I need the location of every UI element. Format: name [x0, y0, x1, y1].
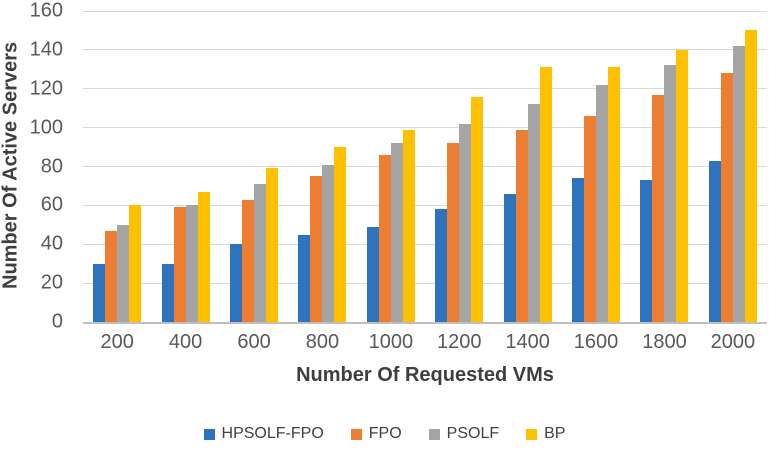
bar-bp-1600 [608, 67, 621, 322]
gridline [83, 243, 767, 245]
x-tick-label: 1400 [505, 331, 550, 353]
bar-fpo-800 [310, 176, 323, 322]
y-tick-label: 0 [51, 310, 63, 333]
y-axis-tick-labels: 160 140 120 100 80 60 40 20 0 [0, 0, 63, 333]
x-tick-label: 1600 [573, 331, 619, 353]
x-tick-label: 400 [168, 331, 203, 353]
bar-psolf-1200 [459, 123, 472, 322]
legend-label: PSOLF [446, 425, 500, 442]
bar-bp-1400 [539, 67, 552, 322]
bar-fpo-400 [173, 207, 186, 322]
legend-item-fpo: FPO [350, 425, 402, 443]
bar-psolf-600 [254, 184, 267, 322]
gridline [83, 282, 767, 284]
bar-fpo-200 [105, 230, 118, 322]
bar-psolf-800 [322, 164, 335, 322]
legend-swatch-icon [350, 428, 362, 440]
bar-group-2000 [699, 11, 767, 322]
gridline [83, 127, 767, 129]
y-tick-label: 140 [29, 38, 63, 61]
legend-label: BP [544, 425, 566, 442]
bar-bp-2000 [744, 30, 757, 322]
y-tick-label: 120 [29, 77, 63, 100]
bar-bp-1200 [471, 96, 484, 322]
bar-group-1800 [630, 11, 698, 322]
bar-psolf-1400 [527, 104, 540, 322]
bar-hpsolf-fpo-800 [298, 234, 311, 322]
legend-swatch-icon [203, 428, 215, 440]
legend-swatch-icon [428, 428, 440, 440]
bar-group-1600 [562, 11, 630, 322]
bar-hpsolf-fpo-200 [93, 263, 106, 322]
x-tick-label: 800 [305, 331, 340, 353]
bar-group-600 [220, 11, 288, 322]
x-axis-title: Number Of Requested VMs [296, 364, 554, 386]
bar-bp-400 [197, 191, 210, 322]
bar-fpo-1600 [584, 115, 597, 322]
bar-fpo-1400 [515, 129, 528, 322]
gridline [83, 204, 767, 206]
y-tick-label: 100 [29, 116, 63, 139]
bar-group-1200 [425, 11, 493, 322]
y-tick-label: 80 [40, 155, 63, 177]
gridline [83, 88, 767, 90]
bar-psolf-1000 [390, 143, 403, 322]
bar-psolf-400 [185, 205, 198, 322]
bar-hpsolf-fpo-1400 [503, 193, 516, 322]
bar-psolf-200 [117, 224, 130, 322]
legend-label: FPO [368, 425, 402, 442]
bar-fpo-1000 [378, 154, 391, 322]
gridline [83, 10, 767, 12]
y-tick-label: 60 [40, 193, 63, 216]
bar-hpsolf-fpo-1600 [572, 178, 585, 322]
bar-bp-200 [129, 205, 142, 322]
bar-hpsolf-fpo-1200 [435, 209, 448, 322]
y-tick-label: 160 [29, 0, 63, 22]
bar-bp-1000 [402, 129, 415, 322]
x-tick-label: 1000 [368, 331, 414, 353]
x-tick-label: 1800 [642, 331, 687, 353]
plot-area [83, 10, 767, 324]
bar-hpsolf-fpo-2000 [708, 160, 721, 322]
bar-group-400 [151, 11, 219, 322]
y-tick-label: 20 [40, 271, 63, 294]
bar-psolf-2000 [732, 46, 745, 322]
bar-psolf-1600 [596, 84, 609, 322]
bar-bp-1800 [676, 49, 689, 322]
legend-item-hpsolf-fpo: HPSOLF-FPO [203, 425, 324, 443]
bar-fpo-1200 [447, 143, 460, 322]
bar-hpsolf-fpo-1000 [366, 226, 379, 322]
legend-item-bp: BP [526, 425, 565, 443]
x-axis-tick-labels: 200 400 600 800 1000 1200 1400 1600 1800 2000 [83, 331, 767, 354]
x-tick-label: 1200 [436, 331, 482, 353]
x-tick-label: 2000 [710, 331, 756, 353]
legend-item-psolf: PSOLF [428, 425, 500, 443]
bar-hpsolf-fpo-600 [230, 244, 243, 322]
bar-bp-800 [334, 147, 347, 322]
legend-label: HPSOLF-FPO [221, 425, 324, 442]
gridline [83, 166, 767, 167]
bar-hpsolf-fpo-400 [161, 263, 174, 322]
bar-fpo-600 [242, 199, 255, 322]
bar-group-1400 [493, 11, 561, 322]
bar-fpo-1800 [652, 94, 665, 322]
bar-psolf-1800 [664, 65, 677, 322]
bar-bp-600 [266, 168, 279, 322]
x-tick-label: 600 [237, 331, 271, 353]
bar-fpo-2000 [720, 73, 733, 322]
y-tick-label: 40 [40, 232, 63, 255]
gridline [83, 49, 767, 51]
x-tick-label: 200 [100, 331, 134, 353]
bar-group-800 [288, 11, 356, 322]
legend: HPSOLF-FPO FPO PSOLF BP [0, 425, 769, 443]
bar-group-1000 [357, 11, 425, 322]
bar-group-200 [83, 11, 151, 322]
legend-swatch-icon [526, 428, 538, 440]
bar-hpsolf-fpo-1800 [640, 180, 653, 322]
bar-groups [83, 11, 767, 322]
